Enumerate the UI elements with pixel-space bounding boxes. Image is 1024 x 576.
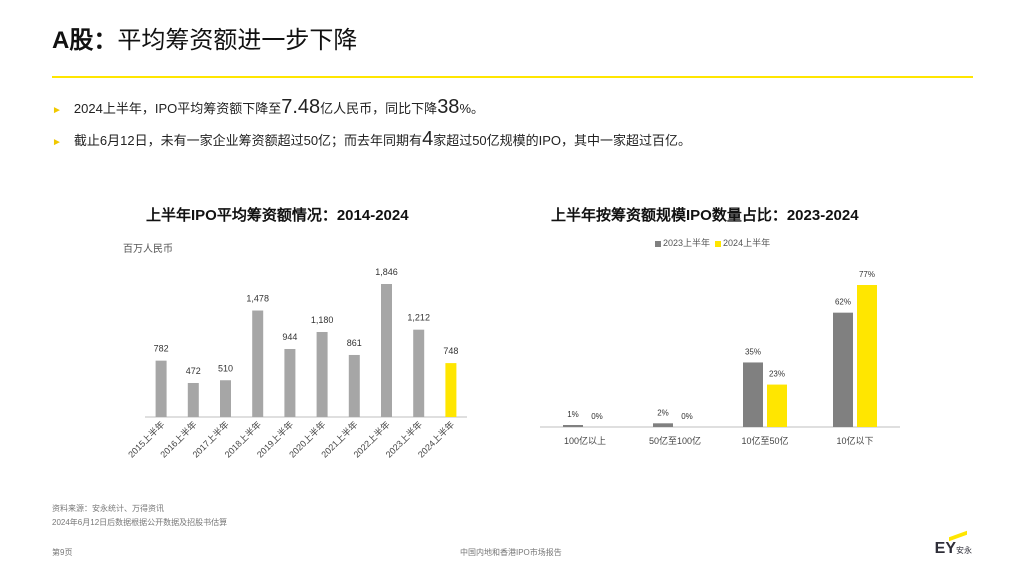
chart1-data-label: 944 [282,332,297,342]
chart2-data-label: 62% [835,298,851,307]
legend-swatch-2024 [715,240,722,247]
chart2-bar [833,312,853,427]
chart1-bar [252,310,264,417]
chart1-data-label: 1,180 [311,315,334,325]
chart2-bar [857,285,877,427]
chart1-data-label: 861 [347,338,362,348]
chart2-data-label: 77% [859,270,875,279]
b2-post: 家超过50亿规模的IPO，其中一家超过百亿。 [433,133,692,148]
legend-2024: 2024上半年 [723,238,771,248]
chart2-bar [743,362,763,427]
chart1-data-label: 510 [218,363,233,373]
chart2-bar [563,425,583,427]
b1-mid: 亿人民币，同比下降 [320,101,438,116]
logo-sub: 安永 [956,546,972,555]
chart1-bar [381,284,392,417]
b1-big1: 7.48 [281,96,321,118]
chart2-tick-label: 50亿至100亿 [649,435,701,446]
report-name: 中国内地和香港IPO市场报告 [460,548,562,557]
legend-swatch-2023 [655,240,661,247]
source-note: 资料来源：安永统计、万得资讯 [52,504,164,513]
chart2-tick-label: 100亿以上 [564,435,606,446]
chart2-data-label: 0% [681,412,693,421]
chart1-bar [413,329,425,417]
chart1-data-label: 748 [443,346,458,356]
chart1-bar [220,380,231,417]
b2-pre: 截止6月12日，未有一家企业筹资额超过50亿；而去年同期有 [73,133,423,148]
chart2-title: 上半年按筹资额规模IPO数量占比：2023-2024 [551,207,859,224]
title-rest: 平均筹资额进一步下降 [117,27,358,54]
bullet-2: ► 截止6月12日，未有一家企业筹资额超过50亿；而去年同期有4家超过50亿规模的… [52,128,691,151]
chart1-bar [187,382,199,417]
bullet-arrow-icon: ► [52,137,62,148]
title-divider [52,76,973,78]
chart2-data-label: 1% [567,410,579,419]
bullet-1: ► 2024上半年，IPO平均筹资额下降至7.48亿人民币，同比下降38%。 [52,96,484,119]
chart2-legend: 2023上半年 2024上半年 [655,236,770,249]
chart2-bar [767,384,787,427]
b1-post: %。 [459,101,484,116]
b1-pre: 2024上半年，IPO平均筹资额下降至 [73,101,282,116]
chart1-ylabel: 百万人民币 [123,244,173,255]
chart1-bar [316,331,328,417]
chart2-data-label: 0% [591,412,603,421]
estimate-note: 2024年6月12日后数据根据公开数据及招股书估算 [52,518,228,527]
chart1-bar [348,354,360,417]
bullet-arrow-icon: ► [52,105,62,116]
title-bold: A股： [52,27,118,54]
ey-logo: EY安永 [934,530,972,558]
chart1-data-label: 782 [154,344,169,354]
chart1-data-label: 472 [186,366,201,376]
chart2-bar [653,423,673,427]
page-number: 第9页 [52,548,73,557]
legend-2023: 2023上半年 [663,238,711,248]
chart2-tick-label: 10亿至50亿 [741,435,788,446]
b2-big: 4 [422,128,434,150]
logo-text: EY [934,540,956,557]
chart2-data-label: 2% [657,408,669,417]
chart1-data-label: 1,212 [407,313,430,323]
chart1-bar [155,360,167,417]
chart2-tick-label: 10亿以下 [836,435,873,446]
chart1-title: 上半年IPO平均筹资额情况：2014-2024 [146,207,409,224]
chart1-bar [445,363,457,417]
chart1-data-label: 1,846 [375,267,398,277]
chart1-bar [284,348,296,417]
chart2-data-label: 23% [769,370,785,379]
page-title: A股：平均筹资额进一步下降 [52,20,357,55]
chart1-data-label: 1,478 [246,294,269,304]
b1-big2: 38 [437,96,460,118]
chart2-data-label: 35% [745,347,761,356]
